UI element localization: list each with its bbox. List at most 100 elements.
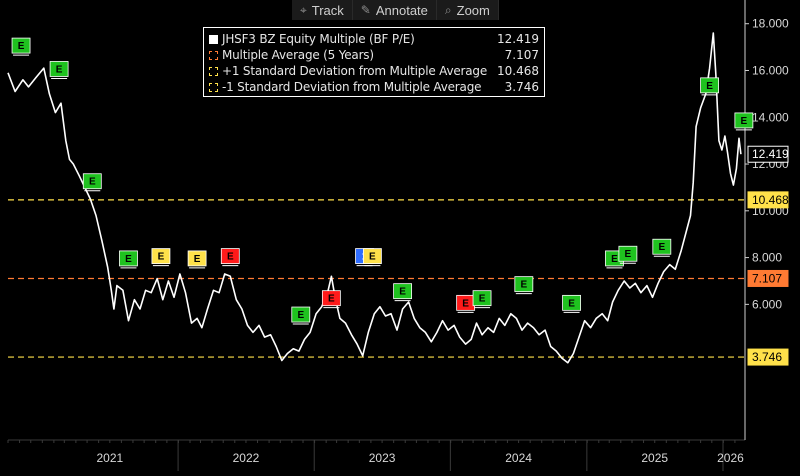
earnings-marker[interactable]: E — [393, 283, 413, 302]
earnings-marker[interactable]: E — [321, 290, 341, 309]
pencil-icon: ✎ — [360, 3, 371, 17]
zoom-label: Zoom — [456, 2, 490, 18]
magnifier-icon: ⌕ — [444, 2, 452, 17]
legend-swatch — [209, 82, 218, 92]
chart-legend: JHSF3 BZ Equity Multiple (BF P/E) 12.419… — [203, 27, 545, 97]
earnings-marker-box — [652, 238, 672, 255]
legend-value: 10.468 — [497, 64, 539, 78]
chart-toolbar: ⌖ Track ✎ Annotate ⌕ Zoom — [292, 0, 499, 20]
y-tick-label: 16.000 — [752, 63, 789, 77]
earnings-marker[interactable]: E — [618, 245, 638, 264]
zoom-button[interactable]: ⌕ Zoom — [437, 0, 499, 20]
earnings-marker-label: E — [369, 252, 376, 263]
earnings-marker[interactable]: E — [82, 173, 102, 192]
y-tick-label: 6.000 — [752, 297, 782, 311]
earnings-marker[interactable]: E — [700, 77, 719, 96]
earnings-marker-label: E — [479, 294, 486, 305]
legend-entry-average[interactable]: Multiple Average (5 Years) 7.107 — [209, 47, 539, 63]
earnings-marker-box — [734, 112, 754, 129]
earnings-marker-label: E — [520, 280, 527, 291]
legend-swatch — [209, 34, 218, 44]
earnings-marker-label: E — [297, 310, 304, 321]
earnings-marker-box — [472, 290, 492, 307]
legend-swatch — [209, 50, 218, 60]
earnings-marker[interactable]: E — [11, 37, 31, 56]
crosshair-icon: ⌖ — [300, 2, 307, 17]
earnings-marker-label: E — [625, 249, 632, 260]
earnings-marker[interactable]: E — [562, 294, 581, 313]
x-tick-label: 2022 — [233, 451, 260, 465]
earnings-marker[interactable]: E — [472, 290, 492, 309]
earnings-marker[interactable]: E — [652, 238, 672, 257]
earnings-marker-label: E — [56, 64, 63, 75]
x-tick-label: 2021 — [96, 451, 123, 465]
earnings-marker-label: E — [658, 242, 665, 253]
earnings-marker-box — [119, 250, 138, 267]
legend-value: 3.746 — [504, 80, 539, 94]
earnings-marker-label: E — [611, 254, 618, 265]
earnings-marker-label: E — [158, 252, 165, 263]
earnings-marker-label: E — [194, 254, 201, 265]
earnings-marker-box — [11, 37, 31, 54]
earnings-marker-box — [151, 248, 171, 264]
x-tick-label: 2026 — [717, 451, 744, 465]
value-tag-label: 12.419 — [752, 147, 789, 161]
earnings-marker[interactable]: E — [119, 250, 138, 269]
earnings-marker[interactable]: E — [151, 248, 171, 267]
track-button[interactable]: ⌖ Track — [292, 0, 353, 20]
value-tag-label: 7.107 — [752, 271, 782, 285]
earnings-marker-box — [393, 283, 413, 300]
earnings-marker-box — [220, 248, 240, 264]
legend-entry-plus-1sd[interactable]: +1 Standard Deviation from Multiple Aver… — [209, 63, 539, 79]
earnings-marker-label: E — [706, 81, 713, 92]
earnings-marker[interactable]: E — [362, 248, 382, 267]
earnings-marker[interactable]: E — [514, 276, 534, 295]
value-tag-label: 10.468 — [752, 193, 789, 207]
earnings-marker[interactable]: E — [220, 248, 240, 267]
earnings-marker-box — [291, 306, 311, 323]
y-tick-label: 14.000 — [752, 110, 789, 124]
legend-label: Multiple Average (5 Years) — [222, 48, 374, 62]
legend-entry-pe-multiple[interactable]: JHSF3 BZ Equity Multiple (BF P/E) 12.419 — [209, 31, 539, 47]
y-tick-label: 8.000 — [752, 251, 782, 265]
earnings-marker[interactable]: E — [291, 306, 311, 325]
earnings-marker-box — [514, 276, 534, 293]
earnings-marker[interactable]: E — [187, 250, 207, 269]
earnings-marker-label: E — [18, 41, 25, 52]
earnings-marker-label: E — [89, 177, 96, 188]
earnings-marker-label: E — [568, 298, 575, 309]
x-tick-label: 2023 — [369, 451, 396, 465]
earnings-marker-label: E — [462, 298, 469, 309]
x-tick-label: 2024 — [505, 451, 532, 465]
value-tag — [747, 348, 789, 366]
earnings-marker-box — [700, 77, 719, 94]
earnings-marker-box — [49, 61, 69, 77]
pe-multiple-line — [7, 32, 742, 364]
legend-entry-minus-1sd[interactable]: -1 Standard Deviation from Multiple Aver… — [209, 79, 539, 95]
earnings-marker-box — [321, 290, 341, 307]
legend-value: 12.419 — [497, 32, 539, 46]
earnings-marker[interactable]: E — [734, 112, 754, 131]
annotate-button[interactable]: ✎ Annotate — [353, 0, 437, 20]
earnings-marker-label: E — [399, 287, 406, 298]
earnings-marker-label: E — [125, 254, 132, 265]
legend-value: 7.107 — [504, 48, 539, 62]
track-label: Track — [311, 2, 344, 18]
earnings-marker-label: E — [741, 116, 748, 127]
earnings-marker[interactable]: E — [49, 61, 69, 79]
legend-label: JHSF3 BZ Equity Multiple (BF P/E) — [222, 32, 415, 46]
legend-swatch — [209, 66, 218, 76]
legend-label: -1 Standard Deviation from Multiple Aver… — [222, 80, 482, 94]
earnings-marker-box — [362, 248, 382, 264]
value-tag-label: 3.746 — [752, 350, 782, 364]
earnings-marker-box — [618, 245, 638, 262]
value-tag — [747, 191, 789, 209]
earnings-marker-box — [562, 294, 581, 311]
earnings-marker-label: E — [328, 294, 335, 305]
earnings-marker-box — [82, 173, 102, 190]
annotate-label: Annotate — [375, 2, 428, 18]
value-tag — [747, 145, 789, 163]
earnings-marker[interactable]: E — [456, 294, 476, 313]
